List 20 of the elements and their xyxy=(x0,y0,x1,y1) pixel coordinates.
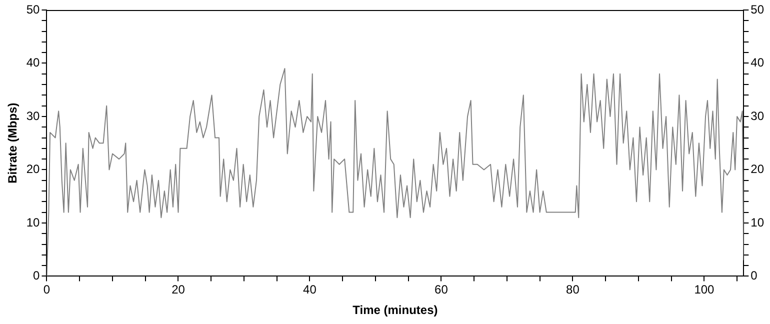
y-tick-label: 50 xyxy=(26,2,40,16)
y2-tick-label: 50 xyxy=(750,2,764,16)
y2-tick-label: 10 xyxy=(750,215,764,230)
x-tick-label: 0 xyxy=(43,282,50,297)
x-tick-label: 60 xyxy=(434,282,448,297)
x-tick-label: 40 xyxy=(303,282,317,297)
y2-tick-label: 30 xyxy=(750,108,764,123)
x-tick-label: 20 xyxy=(172,282,186,297)
y-axis-title: Bitrate (Mbps) xyxy=(6,102,20,184)
x-tick-label: 80 xyxy=(566,282,580,297)
x-axis-title: Time (minutes) xyxy=(352,303,438,318)
y-tick-label: 20 xyxy=(26,162,40,176)
y2-tick-label: 20 xyxy=(750,162,764,176)
y2-tick-label: 40 xyxy=(750,56,764,70)
x-tick-label: 100 xyxy=(694,282,715,297)
y-tick-label: 30 xyxy=(26,108,40,123)
y2-tick-label: 0 xyxy=(750,268,758,283)
y-tick-label: 10 xyxy=(26,215,40,230)
y-tick-label: 0 xyxy=(33,268,40,283)
y-tick-label: 40 xyxy=(26,56,40,70)
